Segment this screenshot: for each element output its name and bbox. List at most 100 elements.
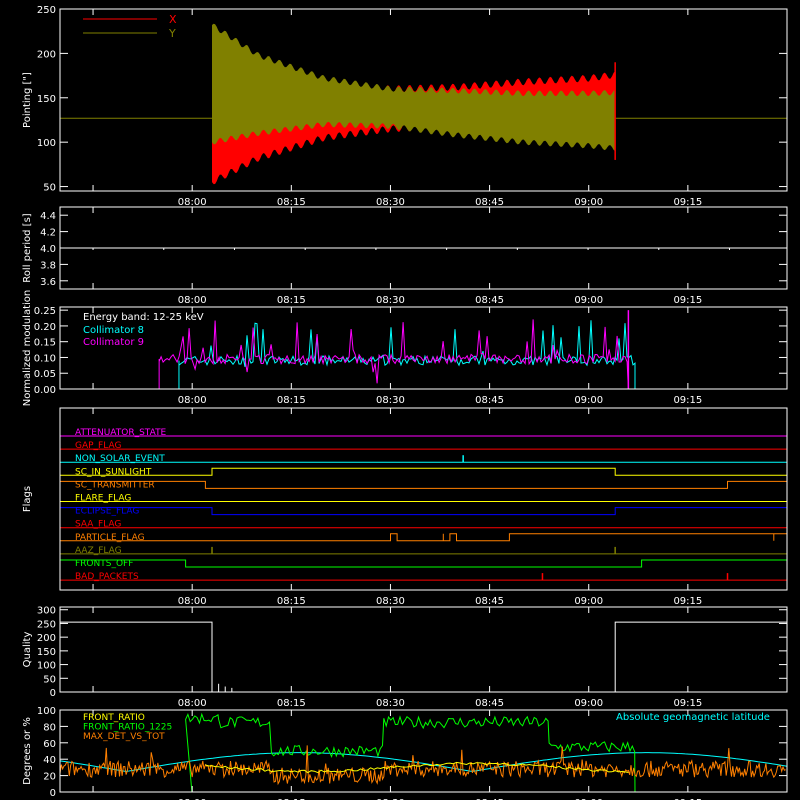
modulation-legend-label: Collimator 8	[83, 325, 144, 336]
ratios-front-ratio	[205, 761, 629, 774]
quality-ytick-label: 100	[37, 661, 56, 672]
modulation-ytick-label: 0.10	[34, 353, 56, 364]
modulation-xtick-label: 09:00	[574, 395, 603, 406]
modulation-frame	[59, 306, 788, 390]
pointing-ylabel: Pointing ["]	[22, 72, 33, 128]
ratios-legend-label: FRONT_RATIO	[83, 713, 145, 723]
modulation-series-9	[60, 319, 787, 390]
modulation-xtick-label: 09:15	[673, 395, 702, 406]
roll-xtick-label: 08:00	[178, 295, 207, 306]
pointing-xtick-label: 08:15	[277, 197, 306, 208]
roll-xtick-label: 09:15	[673, 295, 702, 306]
flag-label: SC_TRANSMITTER	[75, 480, 155, 490]
ratios-xtick-label: 08:30	[376, 798, 405, 800]
modulation-ylabel: Normalized modulation	[22, 290, 33, 407]
quality-ytick-label: 50	[43, 674, 56, 685]
quality-xtick-label: 09:00	[574, 698, 603, 709]
ratios-legend-label: MAX_DET_VS_TOT	[83, 732, 165, 742]
ratios-frame	[59, 709, 788, 793]
pointing-legend-label: Y	[168, 27, 176, 40]
flags-xtick-label: 08:00	[178, 596, 207, 607]
ratios-xtick-label: 09:00	[574, 798, 603, 800]
modulation-xtick-label: 08:15	[277, 395, 306, 406]
pointing-xtick-label: 09:15	[673, 197, 702, 208]
flag-line-fronts_off	[59, 559, 788, 568]
ratios-xtick-label: 08:15	[277, 798, 306, 800]
roll-ytick-label: 4.0	[40, 244, 56, 255]
flags-frame	[59, 407, 788, 591]
flag-label: FRONTS_OFF	[75, 559, 133, 569]
quality-xtick-label: 08:45	[475, 698, 504, 709]
flag-label: SAA_FLAG	[75, 520, 121, 530]
roll-ytick-label: 3.6	[40, 277, 56, 288]
flag-label: NON_SOLAR_EVENT	[75, 454, 165, 464]
flag-label: SC_IN_SUNLIGHT	[75, 467, 152, 477]
roll-xtick-label: 09:00	[574, 295, 603, 306]
ratios-ytick-label: 80	[43, 722, 56, 733]
modulation-series-8	[60, 320, 787, 390]
ratios-xtick-label: 08:00	[178, 798, 207, 800]
flag-label: GAP_FLAG	[75, 441, 121, 451]
flags-xtick-label: 08:30	[376, 596, 405, 607]
pointing-ytick-label: 150	[37, 94, 56, 105]
pointing-series-y	[212, 23, 616, 152]
flags-ylabel: Flags	[22, 486, 33, 512]
ratios-ylabel: Degrees or %	[22, 717, 33, 785]
ratios-max-det-vs-tot	[59, 745, 786, 786]
flag-line-sc_in_sunlight	[60, 467, 787, 476]
quality-ytick-label: 300	[37, 606, 56, 617]
flag-label: AAZ_FLAG	[75, 546, 122, 556]
quality-xtick-label: 08:30	[376, 698, 405, 709]
quality-xtick-label: 08:15	[277, 698, 306, 709]
ratios-xtick-label: 09:15	[673, 798, 702, 800]
ratios-ytick-label: 100	[37, 706, 56, 717]
modulation-ytick-label: 0.00	[34, 385, 56, 396]
flag-label: BAD_PACKETS	[75, 572, 139, 582]
pointing-xtick-label: 09:00	[574, 197, 603, 208]
ratios-legend-label: FRONT_RATIO_1225	[83, 723, 172, 733]
ratios-ytick-label: 20	[43, 772, 56, 783]
ratios-ytick-label: 40	[43, 755, 56, 766]
flag-label: FLARE_FLAG	[75, 494, 131, 504]
quality-ytick-label: 250	[37, 619, 56, 630]
quality-xtick-label: 08:00	[178, 698, 207, 709]
roll-xtick-label: 08:45	[475, 295, 504, 306]
modulation-ytick-label: 0.25	[34, 306, 56, 317]
ratios-latitude-label: Absolute geomagnetic latitude	[616, 712, 770, 723]
modulation-ytick-label: 0.20	[34, 322, 56, 333]
quality-frame	[59, 606, 788, 693]
flags-xtick-label: 08:45	[475, 596, 504, 607]
quality-ytick-label: 200	[37, 633, 56, 644]
flag-label: ATTENUATOR_STATE	[75, 428, 167, 438]
roll-ytick-label: 4.2	[40, 228, 56, 239]
roll-xtick-label: 08:30	[376, 295, 405, 306]
flag-label: PARTICLE_FLAG	[75, 533, 145, 543]
pointing-ytick-label: 200	[37, 49, 56, 60]
roll-ylabel: Roll period [s]	[22, 213, 33, 282]
flag-line-sc_transmitter	[59, 480, 788, 489]
quality-ytick-label: 150	[37, 647, 56, 658]
modulation-xtick-label: 08:30	[376, 395, 405, 406]
ratios-ytick-label: 60	[43, 739, 56, 750]
quality-ylabel: Quality	[22, 632, 33, 668]
flag-label: ECLIPSE_FLAG	[75, 507, 139, 517]
ratios-xtick-label: 08:45	[475, 798, 504, 800]
flags-xtick-label: 08:15	[277, 596, 306, 607]
roll-ytick-label: 4.4	[40, 211, 56, 222]
quality-ytick-label: 0	[50, 688, 56, 699]
modulation-ytick-label: 0.05	[34, 369, 56, 380]
pointing-ytick-label: 50	[43, 183, 56, 194]
pointing-legend-label: X	[169, 13, 177, 26]
roll-xtick-label: 08:15	[277, 295, 306, 306]
modulation-xtick-label: 08:00	[178, 395, 207, 406]
modulation-xtick-label: 08:45	[475, 395, 504, 406]
flags-xtick-label: 09:00	[574, 596, 603, 607]
modulation-ytick-label: 0.15	[34, 338, 56, 349]
pointing-ytick-label: 250	[37, 5, 56, 16]
pointing-xtick-label: 08:00	[178, 197, 207, 208]
ratios-ytick-label: 0	[50, 788, 56, 799]
flag-line-particle_flag	[60, 533, 788, 542]
flag-line-eclipse_flag	[59, 507, 788, 516]
